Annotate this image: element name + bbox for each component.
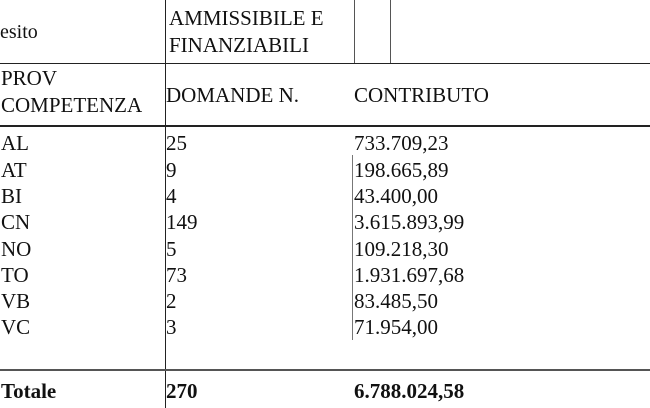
prov-cell: BI — [1, 184, 22, 208]
domande-cell: 5 — [166, 237, 177, 261]
contributo-cell: 733.709,23 — [354, 131, 449, 155]
esito-box-right — [354, 0, 355, 63]
contributo-cell: 1.931.697,68 — [354, 263, 465, 287]
contributo-cell: 109.218,30 — [354, 237, 449, 261]
domande-cell: 149 — [166, 210, 198, 234]
col-contributo-header: CONTRIBUTO — [354, 83, 489, 107]
total-label: Totale — [1, 379, 57, 403]
prov-cell: TO — [1, 263, 29, 287]
contributo-cell: 43.400,00 — [354, 184, 438, 208]
prov-cell: AL — [1, 131, 29, 155]
domande-cell: 25 — [166, 131, 187, 155]
contributo-divider — [352, 155, 353, 340]
domande-cell: 9 — [166, 158, 177, 182]
contributo-cell: 71.954,00 — [354, 315, 438, 339]
prov-cell: CN — [1, 210, 31, 234]
esito-value-line1: AMMISSIBILE E — [169, 6, 324, 30]
domande-cell: 2 — [166, 289, 177, 313]
contributo-cell: 3.615.893,99 — [354, 210, 465, 234]
prov-cell: VB — [1, 289, 31, 313]
domande-cell: 73 — [166, 263, 187, 287]
body-divider — [0, 125, 650, 127]
esito-value-line2: FINANZIABILI — [169, 33, 309, 57]
prov-cell: VC — [1, 315, 31, 339]
domande-cell: 4 — [166, 184, 177, 208]
esito-label: esito — [0, 21, 38, 43]
col-prov-header-line2: COMPETENZA — [1, 93, 143, 117]
esito-box-divider — [390, 0, 391, 63]
contributo-cell: 198.665,89 — [354, 158, 449, 182]
domande-cell: 3 — [166, 315, 177, 339]
header-divider — [0, 63, 650, 64]
col-domande-header: DOMANDE N. — [166, 83, 299, 107]
contributo-cell: 83.485,50 — [354, 289, 438, 313]
total-contributo: 6.788.024,58 — [354, 379, 465, 403]
prov-cell: NO — [1, 237, 32, 261]
prov-cell: AT — [1, 158, 27, 182]
column-divider — [165, 0, 166, 408]
total-domande: 270 — [166, 379, 198, 403]
col-prov-header-line1: PROV — [1, 66, 58, 90]
total-divider — [0, 369, 650, 371]
